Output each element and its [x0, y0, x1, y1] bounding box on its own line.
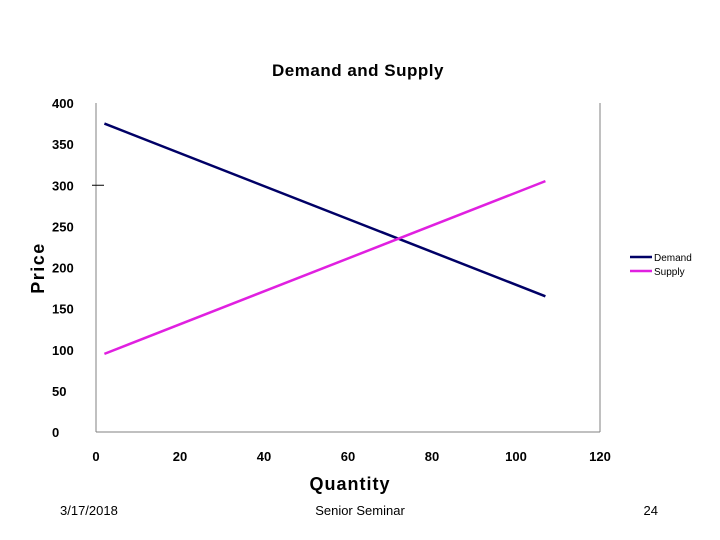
y-tick-label: 200 — [52, 261, 74, 276]
y-tick-label: 300 — [52, 178, 74, 193]
y-tick-label: 400 — [52, 96, 74, 111]
x-tick-label: 80 — [425, 449, 439, 464]
x-tick-label: 40 — [257, 449, 271, 464]
y-tick-label: 250 — [52, 219, 74, 234]
y-tick-label: 350 — [52, 137, 74, 152]
x-tick-label: 120 — [589, 449, 611, 464]
legend-label-demand: Demand — [654, 253, 692, 264]
x-tick-label: 100 — [505, 449, 527, 464]
y-tick-label: 0 — [52, 425, 59, 440]
y-tick-label: 50 — [52, 384, 66, 399]
footer-date: 3/17/2018 — [60, 503, 118, 518]
series-line-demand — [103, 122, 546, 298]
y-tick-label: 150 — [52, 302, 74, 317]
series-line-supply — [103, 179, 546, 356]
page-number: 24 — [643, 503, 658, 518]
footer-title: Senior Seminar — [315, 503, 405, 518]
x-tick-label: 20 — [173, 449, 187, 464]
x-tick-label: 0 — [92, 449, 99, 464]
x-tick-label: 60 — [341, 449, 355, 464]
legend-label-supply: Supply — [654, 267, 685, 278]
x-axis-label: Quantity — [309, 474, 390, 494]
y-axis-label: Price — [28, 242, 48, 294]
demand-supply-chart: Demand Supply 0 50 100 150 200 250 300 350 400 0 20… — [28, 61, 692, 494]
chart-title: Demand and Supply — [272, 61, 444, 80]
y-tick-label: 100 — [52, 343, 74, 358]
